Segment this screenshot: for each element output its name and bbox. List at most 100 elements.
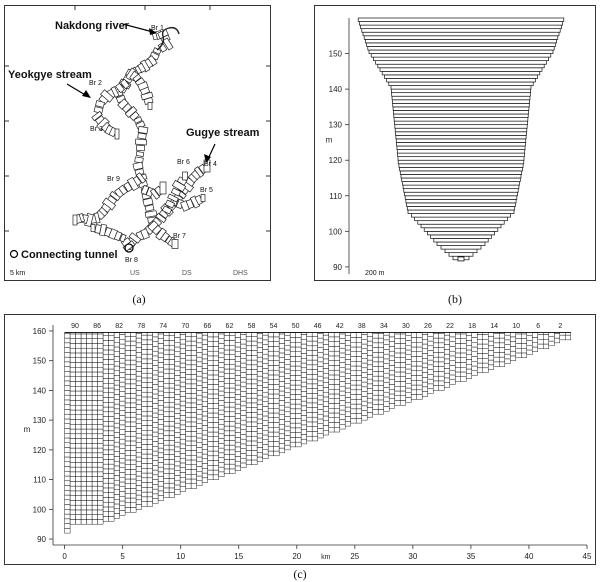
c-grid-cell: [102, 402, 109, 408]
c-grid-cell: [311, 412, 318, 418]
c-grid-cell: [80, 409, 87, 416]
c-grid-cell: [333, 417, 340, 423]
c-grid-cell: [130, 493, 137, 499]
c-grid-cell: [75, 495, 82, 501]
c-grid-cell: [405, 332, 412, 336]
c-grid-cell: [278, 395, 285, 401]
c-grid-cell: [64, 333, 71, 339]
c-grid-cell: [108, 411, 115, 417]
c-grid-cell: [543, 339, 549, 345]
c-grid-cell: [174, 384, 181, 391]
c-station-column: [526, 332, 533, 355]
bridge-label-br4: Br 4: [204, 161, 217, 168]
c-grid-cell: [102, 425, 109, 432]
c-grid-cell: [526, 349, 533, 355]
c-grid-cell: [174, 489, 181, 495]
c-grid-cell: [328, 341, 335, 347]
c-grid-cell: [234, 361, 241, 367]
c-grid-cell: [80, 371, 87, 377]
c-grid-cell: [322, 410, 329, 417]
c-grid-cell: [322, 353, 329, 360]
c-grid-cell: [372, 399, 379, 405]
c-grid-cell: [196, 409, 203, 415]
c-grid-cell: [229, 449, 236, 455]
c-grid-cell: [460, 333, 467, 339]
c-grid-cell: [174, 346, 181, 352]
c-grid-cell: [262, 334, 269, 341]
c-grid-cell: [124, 435, 131, 442]
c-grid-cell: [333, 408, 340, 414]
c-grid-cell: [229, 411, 236, 417]
c-grid-cell: [372, 390, 379, 396]
c-grid-cell: [317, 366, 324, 372]
c-grid-cell: [262, 449, 269, 455]
legend-tunnel-symbol: [9, 249, 19, 259]
c-grid-cell: [185, 426, 192, 432]
c-grid-cell: [157, 362, 164, 368]
c-grid-cell: [218, 338, 225, 344]
c-grid-cell: [251, 364, 258, 370]
c-grid-cell: [185, 407, 192, 413]
c-grid-cell: [207, 465, 214, 471]
c-grid-cell: [152, 398, 159, 404]
c-grid-cell: [152, 403, 159, 409]
cross-section-box: [142, 197, 154, 207]
c-grid-cell: [471, 337, 478, 343]
c-grid-cell: [240, 419, 247, 426]
c-grid-cell: [69, 443, 76, 449]
c-grid-cell: [410, 351, 417, 357]
c-grid-cell: [256, 447, 263, 453]
c-grid-cell: [256, 380, 263, 386]
c-grid-cell: [300, 438, 307, 445]
c-grid-cell: [64, 413, 71, 420]
c-grid-cell: [174, 413, 181, 419]
c-grid-cell: [91, 495, 98, 501]
c-grid-cell: [465, 368, 472, 374]
c-grid-cell: [355, 413, 362, 419]
c-grid-cell: [108, 402, 115, 408]
c-grid-cell: [69, 485, 76, 492]
c-grid-cell: [482, 353, 489, 359]
c-grid-cell: [245, 388, 252, 394]
b-section-layer: [370, 53, 552, 58]
c-grid-cell: [306, 407, 313, 413]
c-grid-cell: [399, 400, 406, 406]
c-grid-cell: [311, 355, 318, 361]
c-grid-cell: [482, 334, 489, 340]
c-grid-cell: [86, 433, 93, 439]
c-grid-cell: [196, 404, 203, 410]
c-grid-cell: [207, 332, 214, 338]
cross-section-box: [151, 224, 163, 236]
c-grid-cell: [245, 355, 252, 361]
c-station-number: 74: [159, 323, 167, 330]
c-grid-cell: [91, 476, 98, 482]
c-grid-cell: [141, 382, 148, 388]
c-grid-cell: [146, 496, 153, 502]
bridge-label-br3: Br 3: [90, 126, 103, 133]
c-grid-cell: [278, 443, 285, 449]
c-grid-cell: [113, 351, 120, 357]
c-grid-cell: [515, 343, 522, 349]
c-grid-cell: [493, 333, 500, 339]
c-grid-cell: [152, 341, 159, 347]
c-grid-cell: [350, 380, 357, 386]
c-grid-cell: [344, 421, 351, 427]
c-grid-cell: [262, 434, 269, 440]
c-grid-cell: [240, 362, 247, 369]
c-grid-cell: [80, 333, 87, 339]
c-grid-cell: [311, 378, 318, 385]
c-grid-cell: [185, 332, 192, 337]
c-grid-cell: [344, 387, 351, 394]
c-station-column: [130, 332, 137, 513]
c-grid-cell: [306, 364, 313, 370]
c-grid-cell: [91, 500, 98, 506]
c-grid-cell: [295, 380, 302, 386]
c-grid-cell: [113, 361, 120, 367]
c-grid-cell: [102, 468, 109, 474]
cross-section-box: [121, 102, 133, 114]
c-grid-cell: [240, 348, 247, 354]
c-grid-cell: [141, 458, 148, 464]
c-grid-cell: [339, 419, 346, 425]
c-grid-cell: [91, 409, 98, 416]
c-grid-cell: [190, 421, 197, 427]
